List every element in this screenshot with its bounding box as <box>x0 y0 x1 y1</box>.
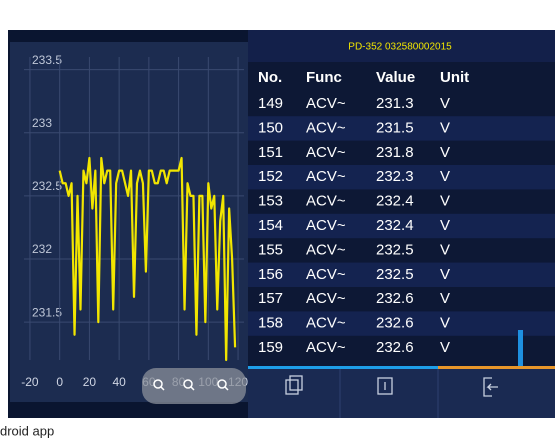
y-tick-label: 233 <box>32 116 52 130</box>
toolbar-bg <box>248 366 555 418</box>
cell: 232.6 <box>376 290 414 307</box>
cell: V <box>440 290 450 307</box>
caption: droid app <box>0 423 54 438</box>
cell: 232.4 <box>376 193 414 210</box>
cell: 157 <box>258 290 283 307</box>
cell: 231.3 <box>376 95 414 112</box>
cell: V <box>440 339 450 356</box>
x-tick-label: -20 <box>21 375 39 389</box>
cell: ACV~ <box>306 290 346 307</box>
cell: 149 <box>258 95 283 112</box>
cell: 151 <box>258 144 283 161</box>
scrollbar <box>518 330 523 366</box>
cell: V <box>440 193 450 210</box>
cell: ACV~ <box>306 144 346 161</box>
cell: 232.6 <box>376 339 414 356</box>
toolbar-accent <box>248 366 438 369</box>
cell: V <box>440 95 450 112</box>
cell: V <box>440 217 450 234</box>
page-bottom <box>0 418 555 441</box>
x-tick-label: 40 <box>112 375 126 389</box>
cell: V <box>440 119 450 136</box>
column-header: No. <box>258 69 282 86</box>
cell: 159 <box>258 339 283 356</box>
cell: ACV~ <box>306 217 346 234</box>
cell: 232.5 <box>376 266 414 283</box>
x-tick-label: 20 <box>83 375 97 389</box>
cell: 150 <box>258 119 283 136</box>
chart-panel <box>10 42 248 402</box>
cell: 154 <box>258 217 283 234</box>
cell: 232.3 <box>376 168 414 185</box>
cell: V <box>440 168 450 185</box>
cell: 232.4 <box>376 217 414 234</box>
cell: 231.8 <box>376 144 414 161</box>
y-tick-label: 231.5 <box>32 305 62 319</box>
cell: 155 <box>258 241 283 258</box>
cell: 153 <box>258 193 283 210</box>
device-id: PD-352 032580002015 <box>348 42 452 53</box>
toolbar-accent <box>438 366 555 369</box>
cell: V <box>440 315 450 332</box>
cell: 158 <box>258 315 283 332</box>
cell: 231.5 <box>376 119 414 136</box>
column-header: Unit <box>440 69 469 86</box>
app-screen: PD-352 032580002015 231.5 232 232.5 233 233.… <box>0 0 555 441</box>
cell: ACV~ <box>306 315 346 332</box>
cell: V <box>440 266 450 283</box>
cell: V <box>440 241 450 258</box>
zoom-controls <box>142 368 246 404</box>
column-header: Value <box>376 69 415 86</box>
cell: ACV~ <box>306 266 346 283</box>
x-tick-label: 0 <box>56 375 63 389</box>
zoom-bar <box>142 368 246 404</box>
cell: 232.5 <box>376 241 414 258</box>
y-tick-label: 232.5 <box>32 179 62 193</box>
y-tick-label: 233.5 <box>32 53 62 67</box>
cell: ACV~ <box>306 193 346 210</box>
cell: ACV~ <box>306 339 346 356</box>
column-header: Func <box>306 69 342 86</box>
toolbar <box>248 366 555 418</box>
cell: 232.6 <box>376 315 414 332</box>
cell: ACV~ <box>306 95 346 112</box>
cell: ACV~ <box>306 241 346 258</box>
cell: ACV~ <box>306 168 346 185</box>
cell: V <box>440 144 450 161</box>
cell: ACV~ <box>306 119 346 136</box>
cell: 156 <box>258 266 283 283</box>
cell: 152 <box>258 168 283 185</box>
y-tick-label: 232 <box>32 242 52 256</box>
